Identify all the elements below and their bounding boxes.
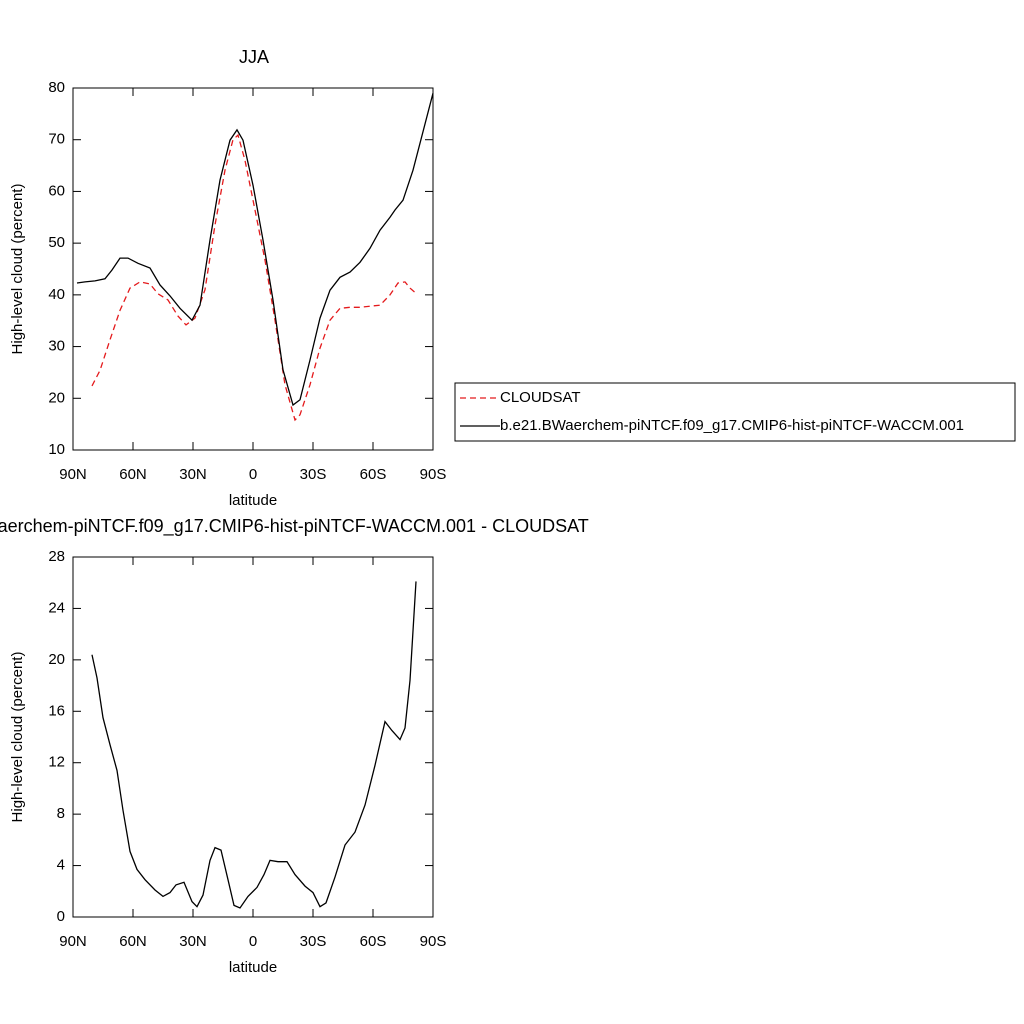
x-tick-label: 30N [179, 933, 207, 950]
data-line [76, 93, 434, 407]
y-tick-label: 40 [48, 286, 65, 303]
x-tick-label: 30S [300, 933, 327, 950]
x-axis-label: latitude [229, 959, 277, 976]
y-tick-label: 28 [48, 548, 65, 565]
y-tick-label: 10 [48, 441, 65, 458]
y-tick-label: 60 [48, 182, 65, 199]
y-tick-label: 4 [57, 857, 65, 874]
legend-label: b.e21.BWaerchem-piNTCF.f09_g17.CMIP6-his… [500, 417, 964, 434]
x-tick-label: 0 [249, 466, 257, 483]
x-tick-label: 0 [249, 933, 257, 950]
chart-title: JJA [239, 47, 269, 67]
y-axis-label: High-level cloud (percent) [9, 184, 26, 355]
chart-title: b.e21.BWaerchem-piNTCF.f09_g17.CMIP6-his… [0, 516, 589, 537]
x-tick-label: 60N [119, 466, 147, 483]
y-tick-label: 12 [48, 754, 65, 771]
y-tick-label: 24 [48, 599, 65, 616]
y-tick-label: 50 [48, 234, 65, 251]
x-tick-label: 60N [119, 933, 147, 950]
x-axis-label: latitude [229, 492, 277, 509]
legend: CLOUDSAT b.e21.BWaerchem-piNTCF.f09_g17.C… [454, 382, 1016, 442]
y-axis-label: High-level cloud (percent) [9, 652, 26, 823]
x-tick-label: 90N [59, 466, 87, 483]
data-line [91, 581, 417, 909]
y-tick-label: 20 [48, 651, 65, 668]
x-tick-label: 60S [360, 466, 387, 483]
y-tick-label: 70 [48, 131, 65, 148]
y-tick-label: 0 [57, 908, 65, 925]
y-tick-label: 30 [48, 338, 65, 355]
x-tick-label: 30S [300, 466, 327, 483]
legend-label: CLOUDSAT [500, 389, 581, 406]
plot-frame [72, 556, 434, 918]
y-tick-label: 16 [48, 702, 65, 719]
x-tick-label: 60S [360, 933, 387, 950]
data-line [91, 133, 417, 422]
legend-box [454, 382, 1016, 442]
y-tick-label: 80 [48, 79, 65, 96]
plot-frame [72, 87, 434, 451]
y-tick-label: 8 [57, 805, 65, 822]
x-tick-label: 90S [420, 466, 447, 483]
x-tick-label: 90S [420, 933, 447, 950]
y-tick-label: 20 [48, 389, 65, 406]
x-tick-label: 30N [179, 466, 207, 483]
x-tick-label: 90N [59, 933, 87, 950]
